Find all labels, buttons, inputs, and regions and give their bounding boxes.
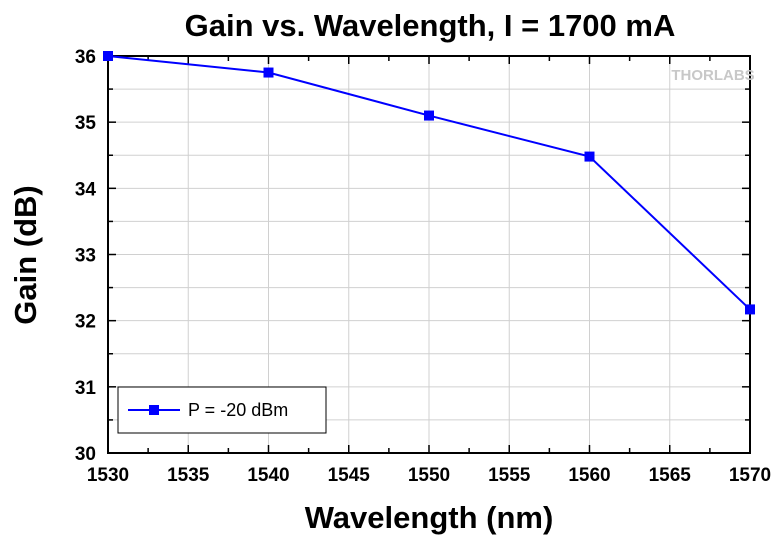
x-tick-label: 1565 bbox=[649, 465, 692, 486]
y-tick-label: 35 bbox=[75, 113, 97, 134]
x-tick-labels: 1530 1535 1540 1545 1550 1555 1560 1565 1570 bbox=[87, 465, 771, 486]
y-tick-labels: 30 31 32 33 34 35 36 bbox=[75, 47, 97, 465]
legend: P = -20 dBm bbox=[117, 386, 327, 434]
data-point bbox=[263, 67, 274, 78]
data-point bbox=[103, 51, 113, 61]
y-tick-label: 30 bbox=[75, 444, 96, 465]
chart-title: Gain vs. Wavelength, I = 1700 mA bbox=[185, 8, 676, 43]
x-axis-title: Wavelength (nm) bbox=[305, 500, 554, 535]
x-tick-label: 1540 bbox=[247, 465, 289, 486]
x-tick-label: 1530 bbox=[87, 465, 129, 486]
x-tick-label: 1545 bbox=[328, 465, 371, 486]
y-tick-label: 33 bbox=[75, 246, 96, 267]
data-point bbox=[584, 151, 595, 162]
y-axis-title: Gain (dB) bbox=[8, 185, 43, 325]
y-tick-label: 32 bbox=[75, 312, 96, 333]
data-point bbox=[424, 110, 434, 121]
legend-marker bbox=[149, 405, 159, 415]
x-tick-label: 1550 bbox=[408, 465, 450, 486]
x-tick-label: 1535 bbox=[167, 465, 210, 486]
x-tick-label: 1570 bbox=[729, 465, 771, 486]
legend-label: P = -20 dBm bbox=[188, 400, 288, 420]
data-point bbox=[745, 304, 755, 315]
thorlabs-watermark: THORLABS bbox=[671, 67, 754, 84]
y-tick-label: 36 bbox=[75, 47, 96, 68]
x-tick-label: 1555 bbox=[488, 465, 531, 486]
x-tick-label: 1560 bbox=[568, 465, 610, 486]
y-tick-label: 34 bbox=[75, 179, 97, 200]
series-layer bbox=[103, 51, 755, 315]
y-tick-label: 31 bbox=[75, 378, 97, 399]
